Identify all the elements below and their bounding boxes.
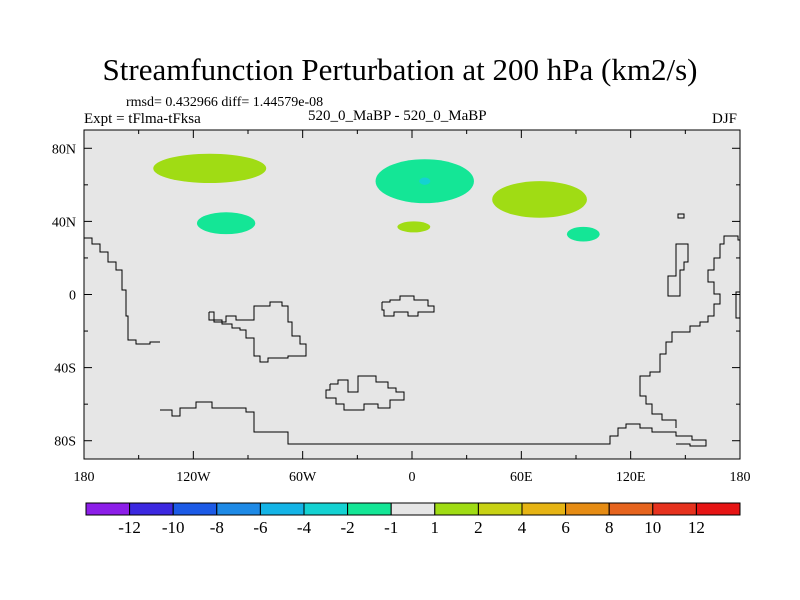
y-tick-label-80n: 80N xyxy=(52,142,76,157)
y-tick-label-0: 0 xyxy=(69,289,76,304)
y-tick-label-40s: 40S xyxy=(54,362,76,377)
colorbar-box xyxy=(477,502,523,516)
colorbar-box xyxy=(303,502,349,516)
anomaly-north-atlantic-core xyxy=(419,177,431,185)
coastlines xyxy=(84,213,740,447)
colorbar-label-10: -10 xyxy=(162,518,185,537)
colorbar-box xyxy=(129,502,174,516)
colorbar-label-6: -6 xyxy=(253,518,267,537)
chart-title: Streamfunction Perturbation at 200 hPa (… xyxy=(102,52,698,87)
x-tick-label-0: 0 xyxy=(409,470,416,485)
coastline-east-asia xyxy=(639,235,740,428)
coastline-kuril xyxy=(677,213,685,219)
colorbar-box xyxy=(390,502,436,516)
colorbar-box xyxy=(652,502,697,516)
coastline-antarctica xyxy=(160,401,707,447)
colorbar-box xyxy=(695,502,741,516)
colorbar: -12 -10 -8 -6 -4 -2 -1 1 2 4 6 8 10 12 xyxy=(85,502,741,537)
colorbar-label-10: 10 xyxy=(644,518,661,537)
colorbar-label-6: 6 xyxy=(561,518,570,537)
colorbar-label-2: -2 xyxy=(341,518,355,537)
y-tick-label-80s: 80S xyxy=(54,435,76,450)
anomaly-east-asia xyxy=(566,226,600,242)
anomaly-east-pacific xyxy=(196,212,256,235)
case-label: 520_0_MaBP - 520_0_MaBP xyxy=(308,108,487,124)
colorbar-box xyxy=(565,502,610,516)
colorbar-label-8: 8 xyxy=(605,518,614,537)
x-tick-label-60w: 60W xyxy=(289,470,317,485)
anomaly-nw-pacific xyxy=(153,153,267,184)
x-tick-label-180: 180 xyxy=(730,470,751,485)
x-tick-label-120e: 120E xyxy=(616,470,646,485)
season-label: DJF xyxy=(712,111,738,127)
x-tick-label-180: 180 xyxy=(74,470,95,485)
colorbar-box xyxy=(521,502,567,516)
anomaly-regions xyxy=(153,153,600,242)
anomaly-central-asia xyxy=(492,181,587,218)
stats-line: rmsd= 0.432966 diff= 1.44579e-08 xyxy=(126,95,324,110)
colorbar-label-1: 1 xyxy=(431,518,440,537)
colorbar-label-8: -8 xyxy=(210,518,224,537)
colorbar-label-4: -4 xyxy=(297,518,312,537)
anomaly-mediterranean xyxy=(397,221,431,233)
colorbar-box xyxy=(85,502,131,516)
colorbar-label-12: 12 xyxy=(688,518,705,537)
y-tick-label-40n: 40N xyxy=(52,215,76,230)
colorbar-box xyxy=(216,502,261,516)
colorbar-label-12: -12 xyxy=(118,518,141,537)
coastline-americas xyxy=(84,237,160,345)
coastline-south-atlantic xyxy=(325,375,405,411)
colorbar-label-2: 2 xyxy=(474,518,483,537)
colorbar-box xyxy=(347,502,392,516)
experiment-label: Expt = tFlma-tFksa xyxy=(84,111,201,127)
x-tick-label-60e: 60E xyxy=(510,470,533,485)
coastline-south-america xyxy=(208,301,307,363)
coastline-equatorial-africa xyxy=(381,295,435,317)
colorbar-label-1: -1 xyxy=(384,518,398,537)
colorbar-label-4: 4 xyxy=(518,518,527,537)
coastline-japan-korea xyxy=(667,243,689,297)
colorbar-box xyxy=(608,502,654,516)
colorbar-box xyxy=(434,502,479,516)
x-tick-label-120w: 120W xyxy=(176,470,211,485)
colorbar-box xyxy=(259,502,305,516)
axes: 180 120W 60W 0 60E 120E 180 80N 40N 0 40S 80S xyxy=(52,130,751,485)
coastline-east-edge xyxy=(735,291,740,319)
colorbar-box xyxy=(172,502,218,516)
